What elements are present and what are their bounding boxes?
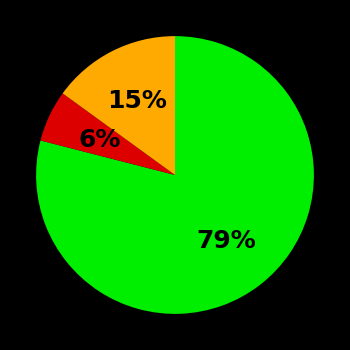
Text: 15%: 15%: [107, 89, 167, 113]
Text: 6%: 6%: [78, 127, 121, 152]
Wedge shape: [63, 36, 175, 175]
Text: 79%: 79%: [196, 229, 256, 253]
Wedge shape: [41, 93, 175, 175]
Wedge shape: [36, 36, 314, 314]
